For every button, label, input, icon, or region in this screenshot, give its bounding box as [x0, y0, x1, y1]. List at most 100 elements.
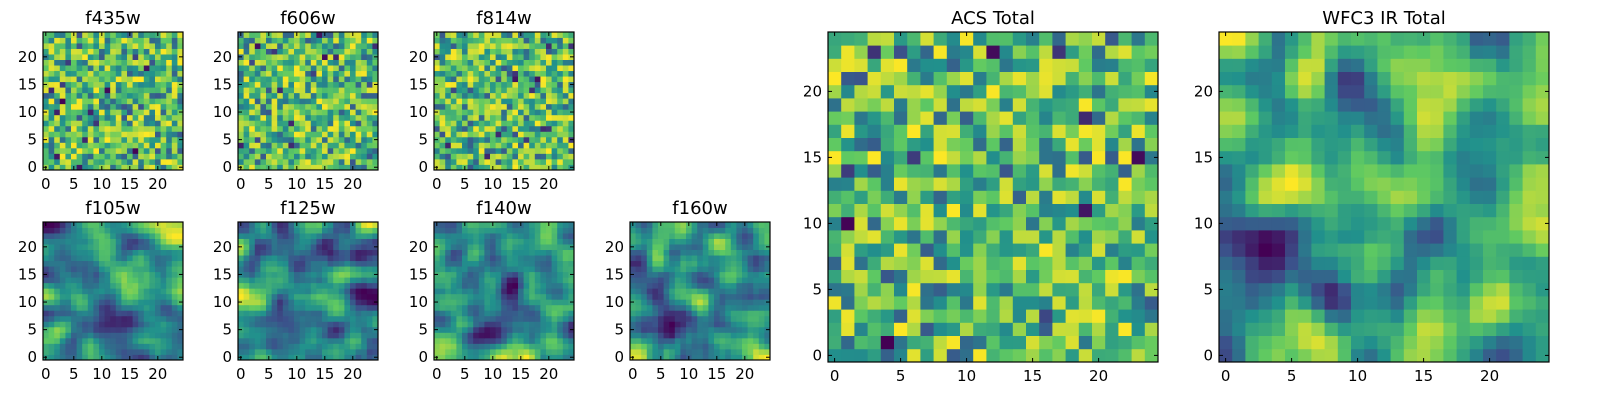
x-tick-label: 0 — [432, 175, 442, 193]
heatmap-cell — [48, 59, 55, 66]
heatmap-cell — [501, 343, 508, 350]
heatmap-cell — [110, 255, 117, 262]
heatmap-cell — [104, 120, 111, 127]
heatmap-cell — [361, 222, 368, 228]
heatmap-cell — [93, 153, 100, 160]
heatmap-cell — [71, 277, 77, 284]
heatmap-cell — [691, 255, 698, 262]
heatmap-cell — [439, 92, 446, 99]
heatmap-cell — [1118, 177, 1132, 191]
heatmap-cell — [551, 76, 558, 83]
heatmap-cell — [518, 348, 524, 355]
heatmap-cell — [736, 233, 743, 239]
heatmap-cell — [48, 131, 55, 138]
heatmap-cell — [557, 238, 564, 245]
heatmap-cell — [87, 255, 94, 262]
heatmap-cell — [1039, 164, 1053, 178]
heatmap-cell — [702, 310, 709, 317]
y-tick-label: 15 — [18, 265, 37, 283]
heatmap-cells — [238, 32, 379, 171]
heatmap-cell — [635, 343, 642, 350]
heatmap-cell — [127, 48, 133, 55]
heatmap-cell — [149, 43, 156, 49]
heatmap-cell — [534, 310, 541, 317]
heatmap-cell — [445, 59, 452, 66]
heatmap-cell — [551, 125, 558, 132]
heatmap-cell — [372, 37, 379, 44]
heatmap-cell — [310, 222, 317, 228]
heatmap-cell — [518, 343, 524, 350]
heatmap-cell — [708, 244, 715, 250]
heatmap-cell — [540, 337, 547, 344]
heatmap-cell — [534, 153, 541, 160]
x-tick-label: 5 — [460, 175, 470, 193]
heatmap-cell — [439, 310, 446, 317]
heatmap-cell — [646, 233, 653, 239]
heatmap-cell — [249, 337, 256, 344]
heatmap-cell — [652, 266, 659, 273]
heatmap-cell — [54, 54, 61, 60]
heatmap-cell — [299, 147, 306, 154]
heatmap-cell — [641, 337, 648, 344]
heatmap-cell — [266, 260, 272, 267]
heatmap-cell — [456, 315, 463, 322]
heatmap-cell — [277, 76, 284, 83]
heatmap-cell — [635, 326, 642, 333]
heatmap-cell — [652, 304, 659, 311]
heatmap-cell — [736, 304, 743, 311]
heatmap-cell — [138, 153, 145, 160]
heatmap-cell — [439, 260, 446, 267]
heatmap-cell — [288, 153, 295, 160]
heatmap-cell — [322, 238, 328, 245]
heatmap-cell — [652, 233, 659, 239]
heatmap-cell — [828, 190, 842, 204]
heatmap-cell — [1092, 269, 1106, 284]
heatmap-cell — [568, 125, 575, 132]
heatmap-cell — [333, 266, 340, 273]
heatmap-cell — [160, 54, 167, 60]
heatmap-cell — [93, 114, 100, 121]
heatmap-cell — [1039, 309, 1053, 323]
heatmap-cell — [110, 238, 117, 245]
heatmap-cell — [702, 304, 709, 311]
heatmap-cell — [702, 337, 709, 344]
heatmap-cell — [299, 131, 306, 138]
heatmap-cell — [506, 260, 513, 267]
heatmap-cell — [568, 288, 575, 295]
heatmap-cell — [506, 98, 513, 105]
heatmap-cell — [82, 354, 89, 361]
heatmap-cell — [171, 238, 178, 245]
heatmap-cell — [104, 315, 111, 322]
heatmap-cell — [138, 304, 145, 311]
heatmap-cell — [894, 177, 908, 191]
heatmap-cell — [48, 288, 55, 295]
heatmap-cell — [76, 315, 83, 322]
heatmap-cell — [59, 255, 66, 262]
heatmap-cell — [115, 326, 122, 333]
heatmap-cell — [305, 32, 312, 38]
heatmap-cell — [310, 98, 317, 105]
heatmap-cell — [115, 48, 122, 55]
heatmap-cell — [764, 348, 771, 355]
heatmap-cell — [322, 158, 328, 165]
heatmap-cell — [557, 142, 564, 149]
heatmap-cell — [355, 266, 362, 273]
heatmap-cell — [828, 150, 842, 165]
heatmap-cell — [658, 227, 664, 234]
heatmap-cell — [171, 76, 178, 83]
heatmap-cell — [372, 222, 379, 228]
heatmap-cell — [986, 230, 1000, 244]
heatmap-cell — [920, 256, 934, 270]
heatmap-cell — [669, 337, 676, 344]
heatmap-cell — [260, 310, 267, 317]
heatmap-cell — [361, 81, 368, 88]
heatmap-cell — [82, 348, 89, 355]
heatmap-cell — [322, 114, 328, 121]
heatmap-cell — [484, 54, 491, 60]
heatmap-cell — [467, 87, 474, 94]
heatmap-cell — [43, 288, 49, 295]
heatmap-cell — [669, 233, 676, 239]
heatmap-cell — [1052, 230, 1066, 244]
heatmap-cell — [316, 142, 323, 149]
heatmap-cell — [445, 255, 452, 262]
